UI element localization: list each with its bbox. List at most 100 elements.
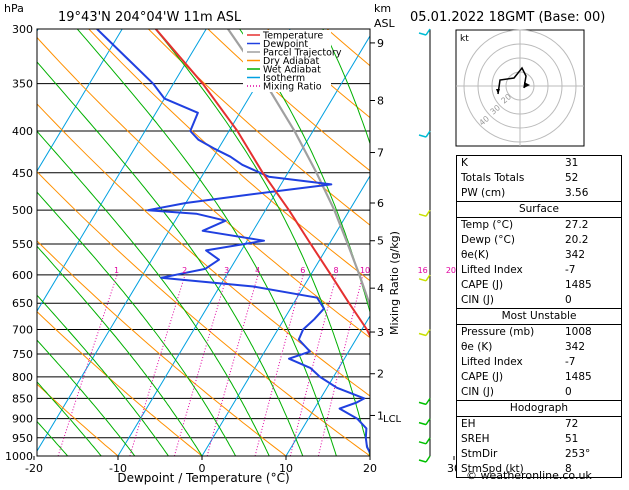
mu-value: 0 (565, 385, 617, 400)
index-label: Totals Totals (461, 171, 524, 186)
pressure-tick-label: 450 (12, 167, 33, 180)
pressure-tick-label: 800 (12, 371, 33, 384)
mu-label: Lifted Index (461, 355, 523, 370)
index-value: 3.56 (565, 186, 617, 201)
hodo-value: 51 (565, 432, 617, 447)
dry-adiabat-line (0, 29, 286, 456)
isotherm-line (622, 29, 629, 456)
wet-adiabat-line (0, 29, 68, 456)
wind-barb (426, 29, 430, 35)
mixing-ratio-label: 1 (114, 266, 119, 275)
surface-label: θe(K) (461, 248, 489, 263)
surface-value: 20.2 (565, 233, 617, 248)
wind-barb (419, 402, 426, 404)
wet-adiabat-line (0, 29, 269, 456)
hodo-label: SREH (461, 432, 490, 447)
pressure-tick-label: 600 (12, 269, 33, 282)
height-tick-label: 8 (377, 94, 384, 107)
height-tick-label: 9 (377, 37, 384, 50)
hodo-value: 253° (565, 447, 617, 462)
hodo-label: EH (461, 417, 476, 432)
pressure-tick-label: 400 (12, 125, 33, 138)
pressure-tick-label: 300 (12, 23, 33, 36)
isotherm-line (118, 29, 374, 456)
surface-value: 27.2 (565, 218, 617, 233)
mu-label: CAPE (J) (461, 370, 503, 385)
pressure-unit-label: hPa (4, 2, 24, 15)
mu-row: Pressure (mb)1008 (457, 325, 621, 340)
pressure-tick-label: 850 (12, 392, 33, 405)
surface-value: -7 (565, 263, 617, 278)
surface-label: CAPE (J) (461, 278, 503, 293)
mu-row: Lifted Index-7 (457, 355, 621, 370)
pressure-tick-label: 500 (12, 204, 33, 217)
pressure-tick-label: 900 (12, 413, 33, 426)
index-label: K (461, 156, 468, 171)
mu-label: CIN (J) (461, 385, 494, 400)
mixing-ratio-label: 2 (182, 266, 187, 275)
surface-label: CIN (J) (461, 293, 494, 308)
most-unstable-title: Most Unstable (457, 309, 621, 325)
mu-row: CAPE (J) 1485 (457, 370, 621, 385)
pressure-tick-label: 350 (12, 78, 33, 91)
wet-adiabat-line (0, 29, 236, 456)
wind-barb (426, 330, 430, 336)
surface-row: CIN (J) 0 (457, 293, 621, 308)
mixing-ratio-axis-label: Mixing Ratio (g/kg) (388, 231, 401, 335)
pressure-tick-label: 550 (12, 238, 33, 251)
surface-row: Dewp (°C) 20.2 (457, 233, 621, 248)
height-unit-km-label: km (374, 2, 391, 15)
surface-label: Dewp (°C) (461, 233, 515, 248)
mixing-ratio-label: 16 (418, 266, 428, 275)
surface-row: Lifted Index -7 (457, 263, 621, 278)
x-tick-label: 20 (363, 462, 377, 475)
pressure-tick-label: 650 (12, 297, 33, 310)
mu-label: θe (K) (461, 340, 492, 355)
pressure-tick-label: 700 (12, 324, 33, 337)
x-axis-label: Dewpoint / Temperature (°C) (117, 471, 289, 485)
pressure-tick-label: 750 (12, 348, 33, 361)
mixing-ratio-label: 4 (255, 266, 260, 275)
hodograph-title: Hodograph (457, 401, 621, 417)
surface-value: 1485 (565, 278, 617, 293)
index-value: 31 (565, 156, 617, 171)
height-tick-label: 5 (377, 235, 384, 248)
mixing-ratio-label: 20 (446, 266, 456, 275)
height-tick-label: 2 (377, 368, 384, 381)
mixing-ratio-line (318, 275, 363, 456)
surface-value: 0 (565, 293, 617, 308)
wind-barb (426, 456, 430, 462)
legend-label: Mixing Ratio (263, 82, 322, 93)
datetime-label: 05.01.2022 18GMT (Base: 00) (410, 10, 605, 25)
wind-barb (426, 210, 430, 216)
mu-value: 1485 (565, 370, 617, 385)
hodograph-unit-label: kt (460, 34, 469, 44)
wind-barb (419, 334, 426, 336)
mixing-ratio-label: 10 (360, 266, 370, 275)
height-tick-label: 7 (377, 147, 384, 160)
index-row: PW (cm)3.56 (457, 186, 621, 201)
mu-value: 1008 (565, 325, 617, 340)
wind-barb (426, 419, 430, 425)
hodo-label: StmDir (461, 447, 497, 462)
wind-barb (426, 275, 430, 281)
surface-label: Temp (°C) (461, 218, 513, 233)
hodo-row: StmDir 253° (457, 447, 621, 462)
wet-adiabat-line (155, 29, 370, 456)
mixing-ratio-line (174, 275, 227, 456)
surface-label: Lifted Index (461, 263, 523, 278)
wind-barb (419, 423, 426, 425)
hodo-row: SREH 51 (457, 432, 621, 447)
wind-barb (419, 460, 426, 462)
height-unit-asl-label: ASL (374, 17, 396, 30)
plot-frame (37, 29, 370, 456)
index-row: K 31 (457, 156, 621, 171)
isotherm-line (202, 29, 458, 456)
height-tick-label: 4 (377, 282, 384, 295)
mu-row: θe (K)342 (457, 340, 621, 355)
